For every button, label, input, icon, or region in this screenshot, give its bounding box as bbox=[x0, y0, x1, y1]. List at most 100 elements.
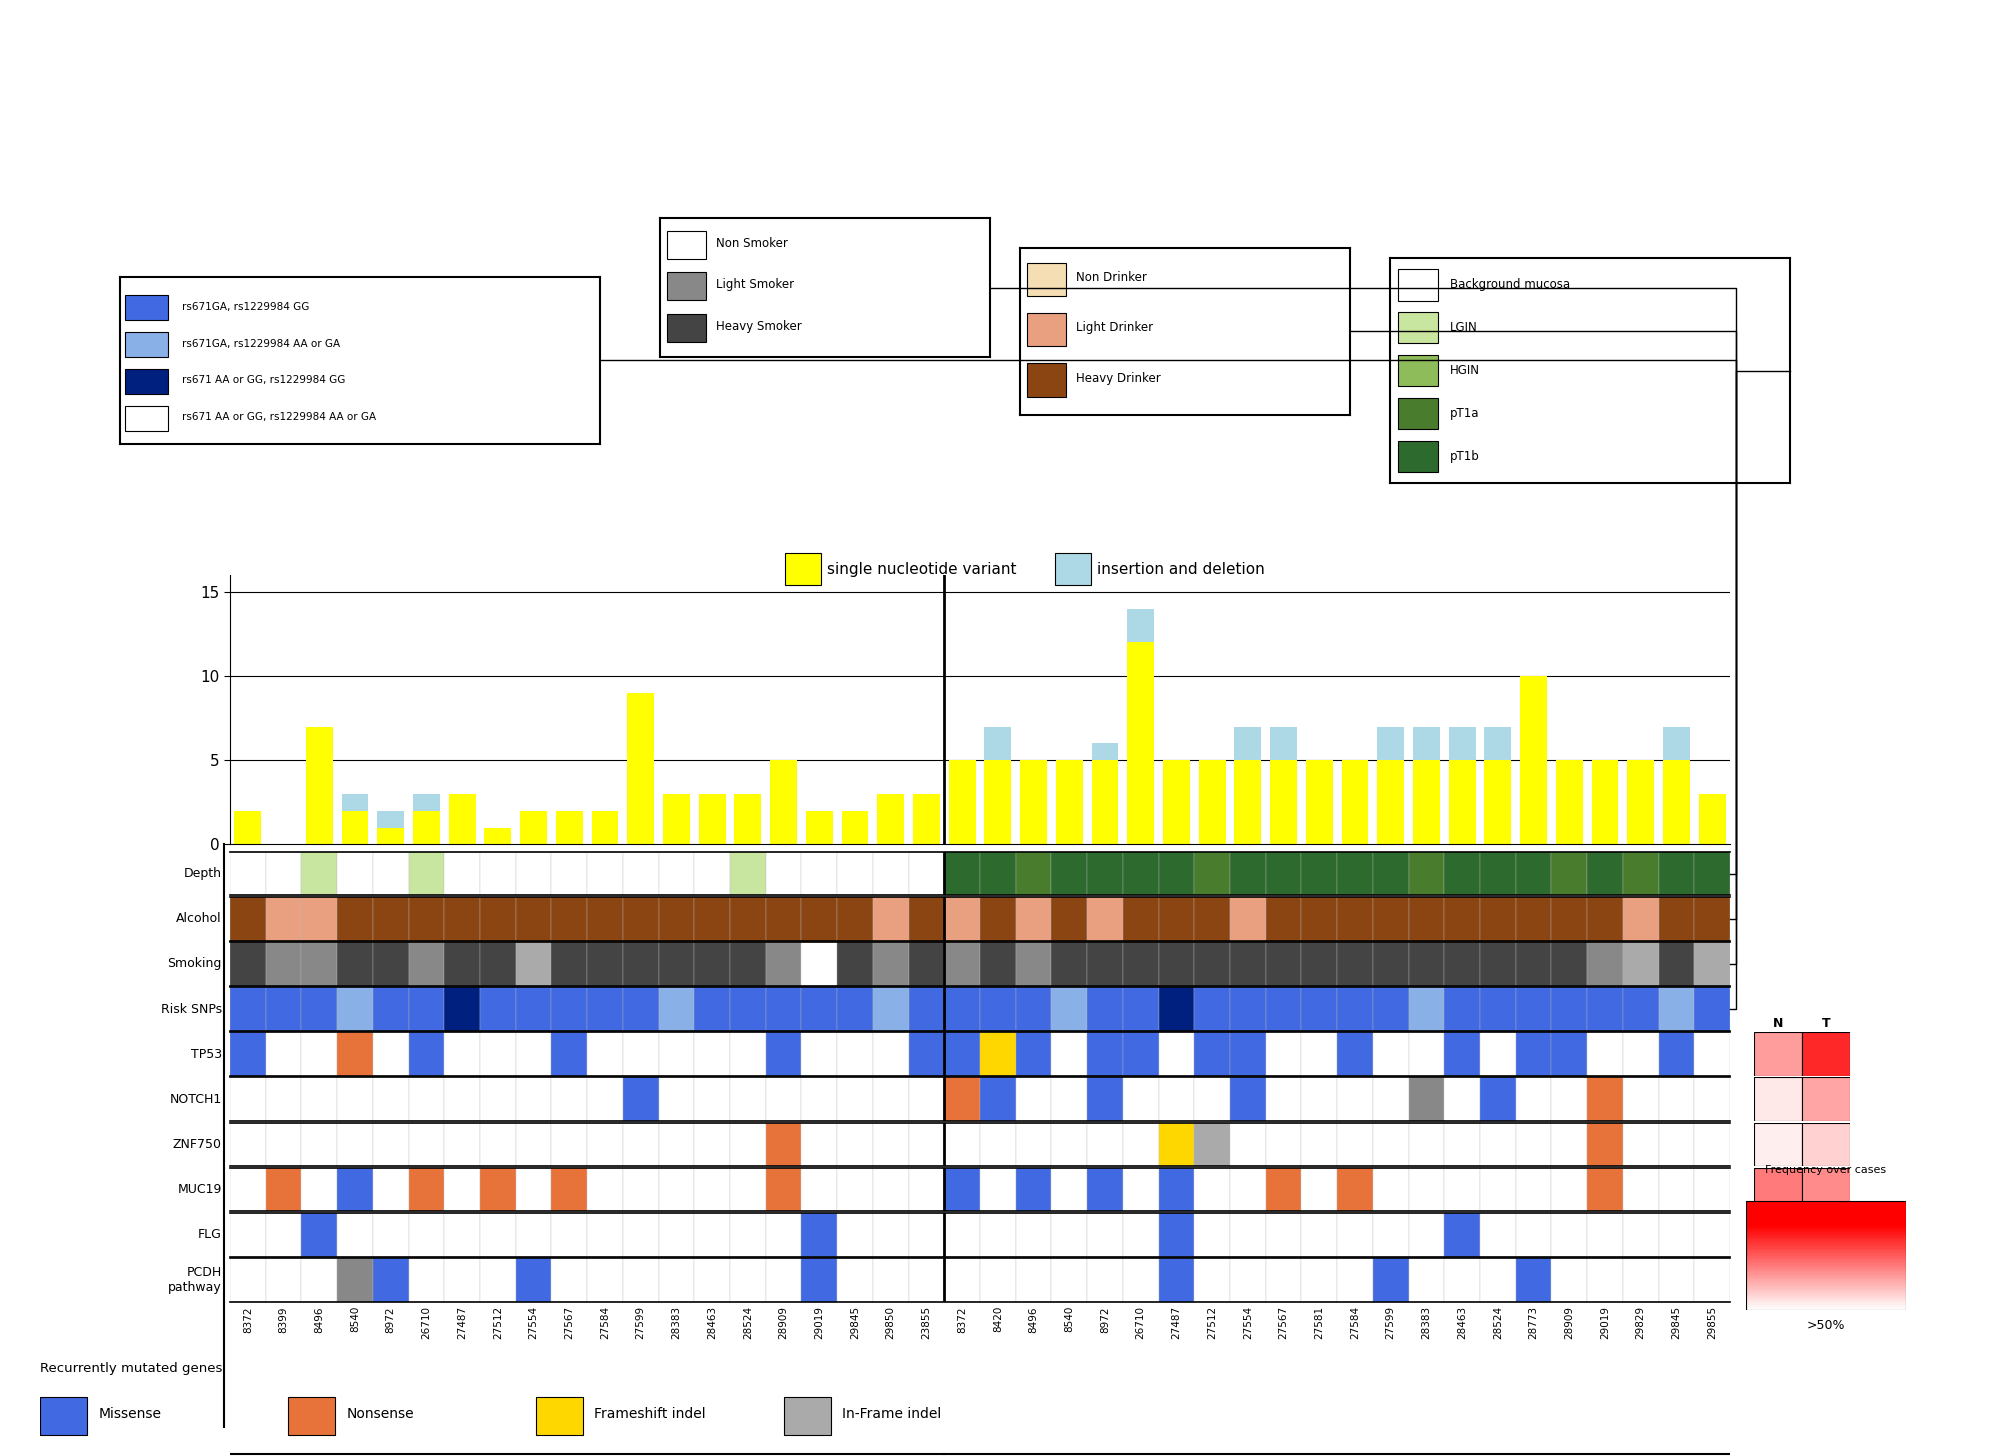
Bar bbox=[908, 1258, 944, 1302]
Bar bbox=[480, 942, 516, 986]
Bar bbox=[552, 1123, 588, 1166]
Bar bbox=[622, 942, 658, 986]
Bar bbox=[552, 852, 588, 895]
Bar bbox=[1234, 760, 1262, 844]
Text: 27512: 27512 bbox=[1208, 1306, 1218, 1340]
Bar bbox=[1122, 1258, 1158, 1302]
Bar bbox=[1746, 1255, 1906, 1258]
Text: 29845: 29845 bbox=[1672, 1306, 1682, 1340]
Bar bbox=[1516, 1168, 1552, 1211]
Bar bbox=[338, 1123, 372, 1166]
Bar bbox=[302, 1168, 338, 1211]
Bar bbox=[1194, 942, 1230, 986]
Bar bbox=[730, 897, 766, 941]
Bar bbox=[1270, 727, 1296, 760]
Bar bbox=[694, 1032, 730, 1076]
Bar bbox=[1088, 1213, 1122, 1257]
Bar bbox=[372, 1123, 408, 1166]
Bar bbox=[1802, 1032, 1850, 1076]
Bar bbox=[520, 811, 546, 844]
Text: 29850: 29850 bbox=[886, 1306, 896, 1340]
Bar bbox=[1448, 760, 1476, 844]
Bar bbox=[838, 987, 872, 1031]
Bar bbox=[414, 811, 440, 844]
Bar bbox=[838, 942, 872, 986]
Bar bbox=[1552, 1213, 1588, 1257]
Bar bbox=[1480, 1077, 1516, 1121]
Bar bbox=[1746, 1203, 1906, 1206]
Bar bbox=[730, 987, 766, 1031]
Bar bbox=[1302, 1077, 1338, 1121]
Bar bbox=[516, 987, 552, 1031]
Text: 28773: 28773 bbox=[1528, 1306, 1538, 1340]
Bar bbox=[1158, 852, 1194, 895]
Bar bbox=[1408, 1123, 1444, 1166]
Bar bbox=[1230, 1077, 1266, 1121]
Bar bbox=[1230, 1258, 1266, 1302]
Text: 8372: 8372 bbox=[958, 1306, 968, 1332]
Bar bbox=[1088, 1168, 1122, 1211]
Bar bbox=[1266, 1168, 1302, 1211]
Bar bbox=[552, 1168, 588, 1211]
Bar bbox=[1266, 852, 1302, 895]
Bar bbox=[1754, 1032, 1802, 1076]
Bar bbox=[1444, 987, 1480, 1031]
Bar bbox=[408, 1123, 444, 1166]
Bar bbox=[944, 1077, 980, 1121]
Y-axis label: Risk SNPs: Risk SNPs bbox=[160, 1003, 222, 1015]
Bar bbox=[1338, 1123, 1372, 1166]
Bar bbox=[1230, 987, 1266, 1031]
Bar bbox=[1092, 744, 1118, 760]
Bar bbox=[1414, 727, 1440, 760]
Bar bbox=[1266, 897, 1302, 941]
Bar bbox=[302, 942, 338, 986]
Text: 28383: 28383 bbox=[1422, 1306, 1432, 1340]
Bar bbox=[1552, 852, 1588, 895]
Y-axis label: Depth: Depth bbox=[184, 868, 222, 879]
Bar bbox=[480, 1123, 516, 1166]
Bar bbox=[338, 1168, 372, 1211]
Y-axis label: TP53: TP53 bbox=[190, 1048, 222, 1060]
Bar bbox=[588, 1168, 622, 1211]
Bar bbox=[230, 852, 266, 895]
Bar bbox=[1338, 987, 1372, 1031]
Bar bbox=[1302, 1168, 1338, 1211]
Bar bbox=[1746, 1254, 1906, 1255]
Bar bbox=[1372, 1032, 1408, 1076]
Bar bbox=[1484, 727, 1512, 760]
Bar bbox=[372, 1077, 408, 1121]
Y-axis label: FLG: FLG bbox=[198, 1229, 222, 1241]
Bar bbox=[1448, 727, 1476, 760]
Bar bbox=[694, 1213, 730, 1257]
Bar bbox=[234, 811, 262, 844]
Bar bbox=[1746, 1270, 1906, 1273]
Bar bbox=[1480, 1168, 1516, 1211]
Bar bbox=[1444, 1077, 1480, 1121]
Bar bbox=[1480, 897, 1516, 941]
Bar bbox=[266, 1077, 302, 1121]
Text: Frequency over cases: Frequency over cases bbox=[1766, 1165, 1886, 1175]
Bar bbox=[664, 794, 690, 844]
Bar bbox=[1746, 1309, 1906, 1310]
Bar bbox=[1746, 1241, 1906, 1243]
Bar bbox=[770, 760, 796, 844]
Bar bbox=[1302, 942, 1338, 986]
Bar bbox=[1234, 727, 1262, 760]
Text: 28524: 28524 bbox=[1492, 1306, 1502, 1340]
Bar bbox=[1408, 1032, 1444, 1076]
Bar bbox=[1194, 987, 1230, 1031]
Bar bbox=[1230, 1032, 1266, 1076]
Bar bbox=[1746, 1230, 1906, 1232]
Bar bbox=[1694, 1168, 1730, 1211]
Bar bbox=[1658, 987, 1694, 1031]
Bar bbox=[1266, 1077, 1302, 1121]
Bar bbox=[1746, 1211, 1906, 1214]
Bar bbox=[1338, 1213, 1372, 1257]
Bar bbox=[1658, 1258, 1694, 1302]
Bar bbox=[730, 1032, 766, 1076]
Bar bbox=[588, 942, 622, 986]
Bar bbox=[1754, 1213, 1802, 1257]
Bar bbox=[338, 987, 372, 1031]
Bar bbox=[1516, 987, 1552, 1031]
Y-axis label: MUC19: MUC19 bbox=[178, 1184, 222, 1195]
